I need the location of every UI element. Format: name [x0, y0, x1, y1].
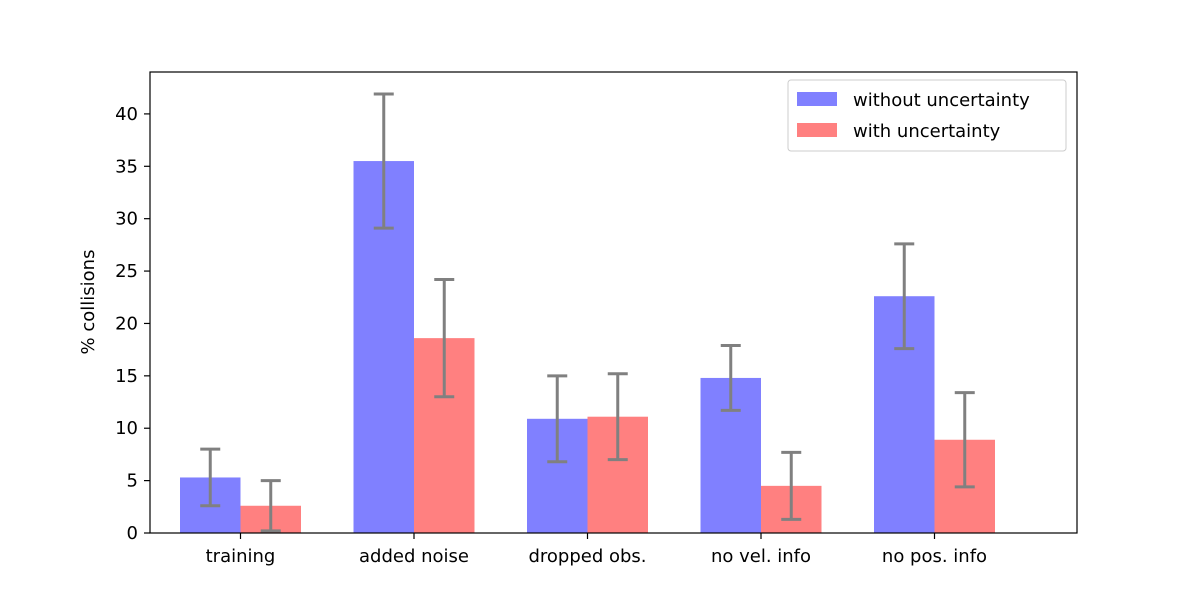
y-tick-label-15: 15	[115, 366, 138, 387]
y-axis-label: % collisions	[78, 250, 99, 355]
y-axis: 0 5 10 15 20 25 30 35 40	[115, 104, 150, 544]
error-bar-without-uncertainty-no-pos-info	[894, 242, 915, 351]
error-bars-layer	[200, 92, 975, 533]
bars-layer	[180, 161, 995, 533]
error-bar-with-uncertainty-dropped-obs	[607, 372, 628, 462]
y-tick-label-30: 30	[115, 209, 138, 230]
x-axis: training added noise dropped obs. no vel. i…	[206, 533, 987, 567]
error-bar-without-uncertainty-added-noise	[373, 92, 394, 230]
plot-frame	[149, 71, 1078, 534]
legend-label-without-uncertainty: without uncertainty	[853, 90, 1030, 111]
error-bar-with-uncertainty-no-vel-info	[781, 450, 802, 521]
error-bar-with-uncertainty-training	[260, 479, 281, 533]
x-tick-label-dropped-obs: dropped obs.	[528, 546, 646, 567]
y-tick-label-10: 10	[115, 418, 138, 439]
error-bar-without-uncertainty-training	[200, 447, 221, 508]
error-bar-with-uncertainty-no-pos-info	[954, 391, 975, 489]
error-bar-without-uncertainty-dropped-obs	[547, 374, 568, 464]
x-tick-label-no-pos-info: no pos. info	[882, 546, 987, 567]
x-tick-label-added-noise: added noise	[359, 546, 469, 567]
error-bar-without-uncertainty-no-vel-info	[720, 343, 741, 412]
y-tick-label-5: 5	[127, 471, 138, 492]
y-tick-label-25: 25	[115, 261, 138, 282]
legend: without uncertainty with uncertainty	[787, 79, 1067, 152]
legend-box	[787, 79, 1067, 152]
x-tick-label-training: training	[206, 546, 276, 567]
legend-label-with-uncertainty: with uncertainty	[853, 121, 1001, 142]
legend-swatch-with-uncertainty	[797, 123, 837, 137]
y-tick-label-35: 35	[115, 156, 138, 177]
x-tick-label-no-vel-info: no vel. info	[711, 546, 811, 567]
legend-swatch-without-uncertainty	[797, 92, 837, 106]
error-bar-with-uncertainty-added-noise	[434, 277, 455, 399]
y-tick-label-20: 20	[115, 313, 138, 334]
y-tick-label-40: 40	[115, 104, 138, 125]
y-tick-label-0: 0	[127, 523, 138, 544]
